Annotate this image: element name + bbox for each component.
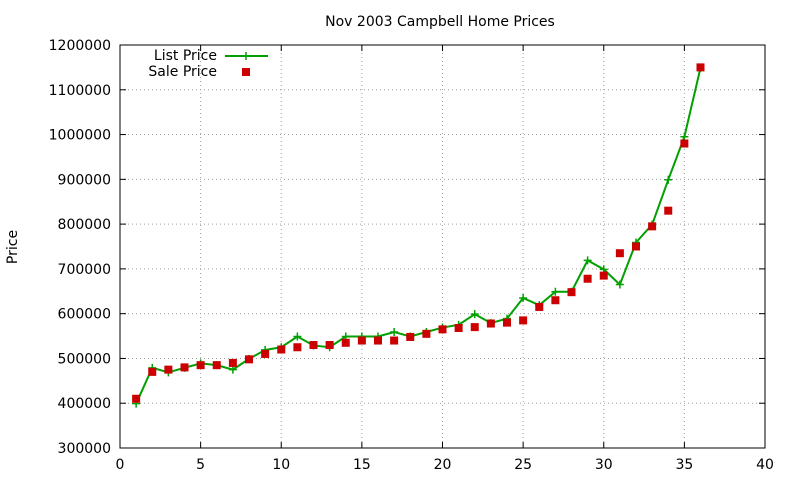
sale-price-point: [470, 323, 479, 332]
x-tick-label: 5: [196, 457, 205, 473]
axes: 0 5 10 15 20 25 30 35 40 300000 400000 500000 600000…: [49, 38, 774, 473]
sale-price-point: [438, 325, 447, 334]
sale-price-point: [164, 365, 173, 374]
sale-price-point: [341, 338, 350, 347]
list-price-point: [664, 175, 673, 184]
sale-price-point: [615, 249, 624, 258]
y-tick-label: 800000: [58, 217, 111, 233]
x-tick-label: 35: [675, 457, 693, 473]
sale-price-point: [664, 206, 673, 215]
y-tick-label: 300000: [58, 441, 111, 457]
legend-label-list-price: List Price: [154, 48, 217, 64]
sale-price-point: [632, 242, 640, 251]
y-tick-label: 600000: [58, 307, 111, 323]
list-price-point: [390, 328, 399, 337]
x-tick-label: 40: [756, 457, 774, 473]
sale-price-point: [406, 332, 415, 341]
sale-price-point: [486, 319, 495, 328]
y-tick-label: 700000: [58, 262, 111, 278]
sale-price-point: [309, 341, 318, 350]
list-price-point: [470, 310, 479, 319]
sale-price-point: [148, 367, 157, 376]
y-tick-label: 900000: [58, 172, 111, 188]
sale-price-point: [325, 341, 334, 350]
grid: [120, 45, 765, 448]
y-tick-label: 1200000: [49, 38, 111, 54]
sale-price-point: [503, 318, 511, 327]
sale-price-point: [390, 336, 399, 345]
y-tick-label: 500000: [58, 351, 111, 367]
sale-price-point: [567, 288, 576, 297]
sale-price-point: [245, 355, 253, 364]
sale-price-point: [583, 274, 592, 283]
sale-price-point: [374, 336, 382, 345]
sale-price-point: [454, 323, 463, 332]
sale-price-point: [228, 358, 237, 367]
list-price-point: [519, 293, 528, 302]
sale-price-point: [132, 394, 141, 403]
y-tick-label: 1000000: [49, 128, 111, 144]
x-tick-label: 15: [353, 457, 371, 473]
legend-sale-price-marker: [242, 68, 250, 76]
legend-label-sale-price: Sale Price: [148, 64, 217, 80]
chart-title: Nov 2003 Campbell Home Prices: [325, 14, 555, 30]
x-tick-label: 10: [272, 457, 290, 473]
list-price-point: [583, 256, 592, 265]
y-tick-label: 1100000: [49, 83, 111, 99]
sale-price-point: [422, 329, 431, 338]
list-price-point: [615, 280, 624, 289]
y-tick-label: 400000: [58, 396, 111, 412]
sale-price-point: [696, 63, 705, 72]
sale-price-point: [551, 296, 560, 305]
x-tick-label: 0: [116, 457, 125, 473]
sale-price-point: [648, 222, 657, 231]
sale-price-point: [357, 336, 366, 345]
sale-price-point: [519, 316, 528, 325]
sale-price-point: [277, 345, 286, 354]
x-tick-label: 25: [514, 457, 532, 473]
list-price-line: [135, 67, 702, 405]
sale-price-point: [212, 361, 221, 370]
sale-price-point: [180, 363, 189, 372]
sale-price-point: [196, 361, 205, 370]
y-axis-label: Price: [5, 230, 21, 264]
list-price-point: [293, 332, 302, 341]
sale-price-point: [261, 349, 270, 358]
sale-price-point: [599, 271, 608, 280]
sale-price-point: [680, 139, 689, 148]
list-price-point: [228, 365, 237, 374]
x-tick-label: 30: [595, 457, 613, 473]
x-tick-label: 20: [434, 457, 452, 473]
data-series: [132, 63, 705, 408]
sale-price-point: [535, 302, 544, 311]
list-price-point: [680, 132, 689, 141]
legend-list-price-marker: [242, 52, 250, 60]
list-price-point: [551, 287, 560, 296]
sale-price-point: [293, 343, 302, 352]
plot-frame: [119, 44, 766, 449]
